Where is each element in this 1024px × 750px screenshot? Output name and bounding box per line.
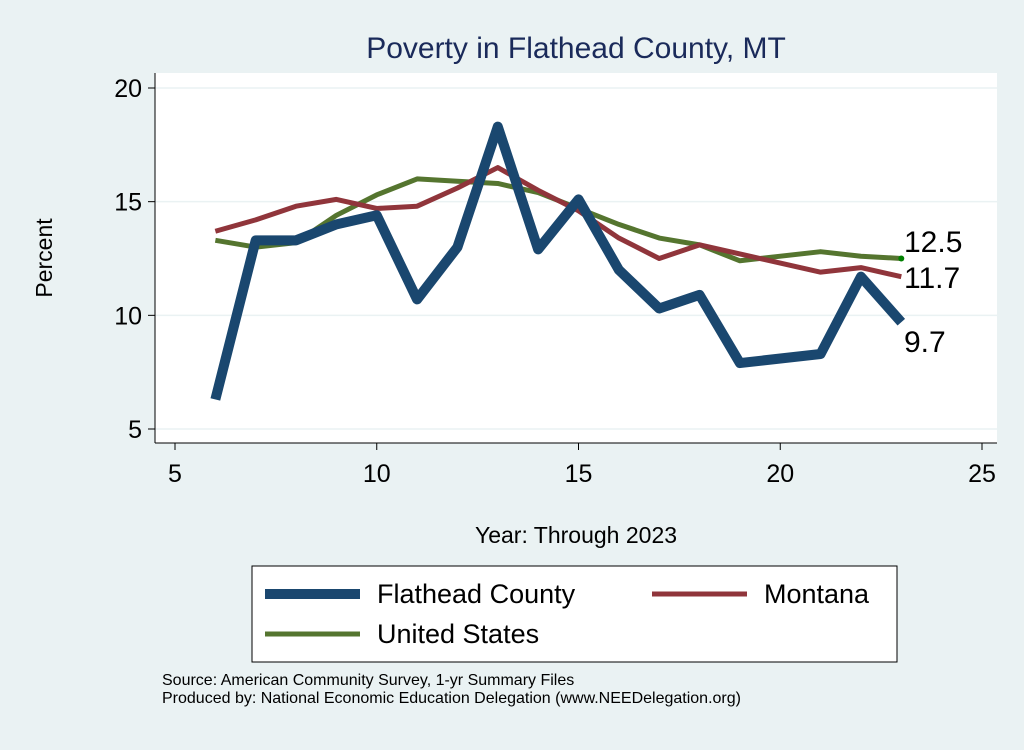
y-axis-label: Percent [31, 218, 57, 298]
series-line-montana [214, 165, 902, 280]
y-tick-label: 10 [114, 302, 142, 330]
x-tick-label: 25 [968, 460, 996, 488]
series-line-flathead-county [210, 121, 906, 401]
x-tick-label: 10 [363, 460, 391, 488]
y-tick-label: 15 [114, 189, 142, 217]
x-axis-label: Year: Through 2023 [475, 522, 677, 548]
end-value-label: 9.7 [904, 326, 946, 359]
legend-label: Montana [764, 579, 870, 609]
y-tick-label: 5 [128, 416, 142, 444]
x-tick-label: 15 [565, 460, 593, 488]
source-note: Source: American Community Survey, 1-yr … [162, 672, 575, 689]
legend-label: Flathead County [377, 579, 576, 609]
legend [251, 565, 898, 663]
y-tick-label: 20 [114, 75, 142, 103]
end-point-marker [898, 255, 905, 262]
end-value-label: 11.7 [904, 262, 960, 295]
x-tick-label: 5 [168, 460, 182, 488]
produced-note: Produced by: National Economic Education… [162, 690, 741, 707]
legend-label: United States [377, 619, 539, 649]
chart-title: Poverty in Flathead County, MT [366, 32, 786, 65]
x-tick-label: 20 [766, 460, 794, 488]
end-value-label: 12.5 [904, 226, 962, 259]
